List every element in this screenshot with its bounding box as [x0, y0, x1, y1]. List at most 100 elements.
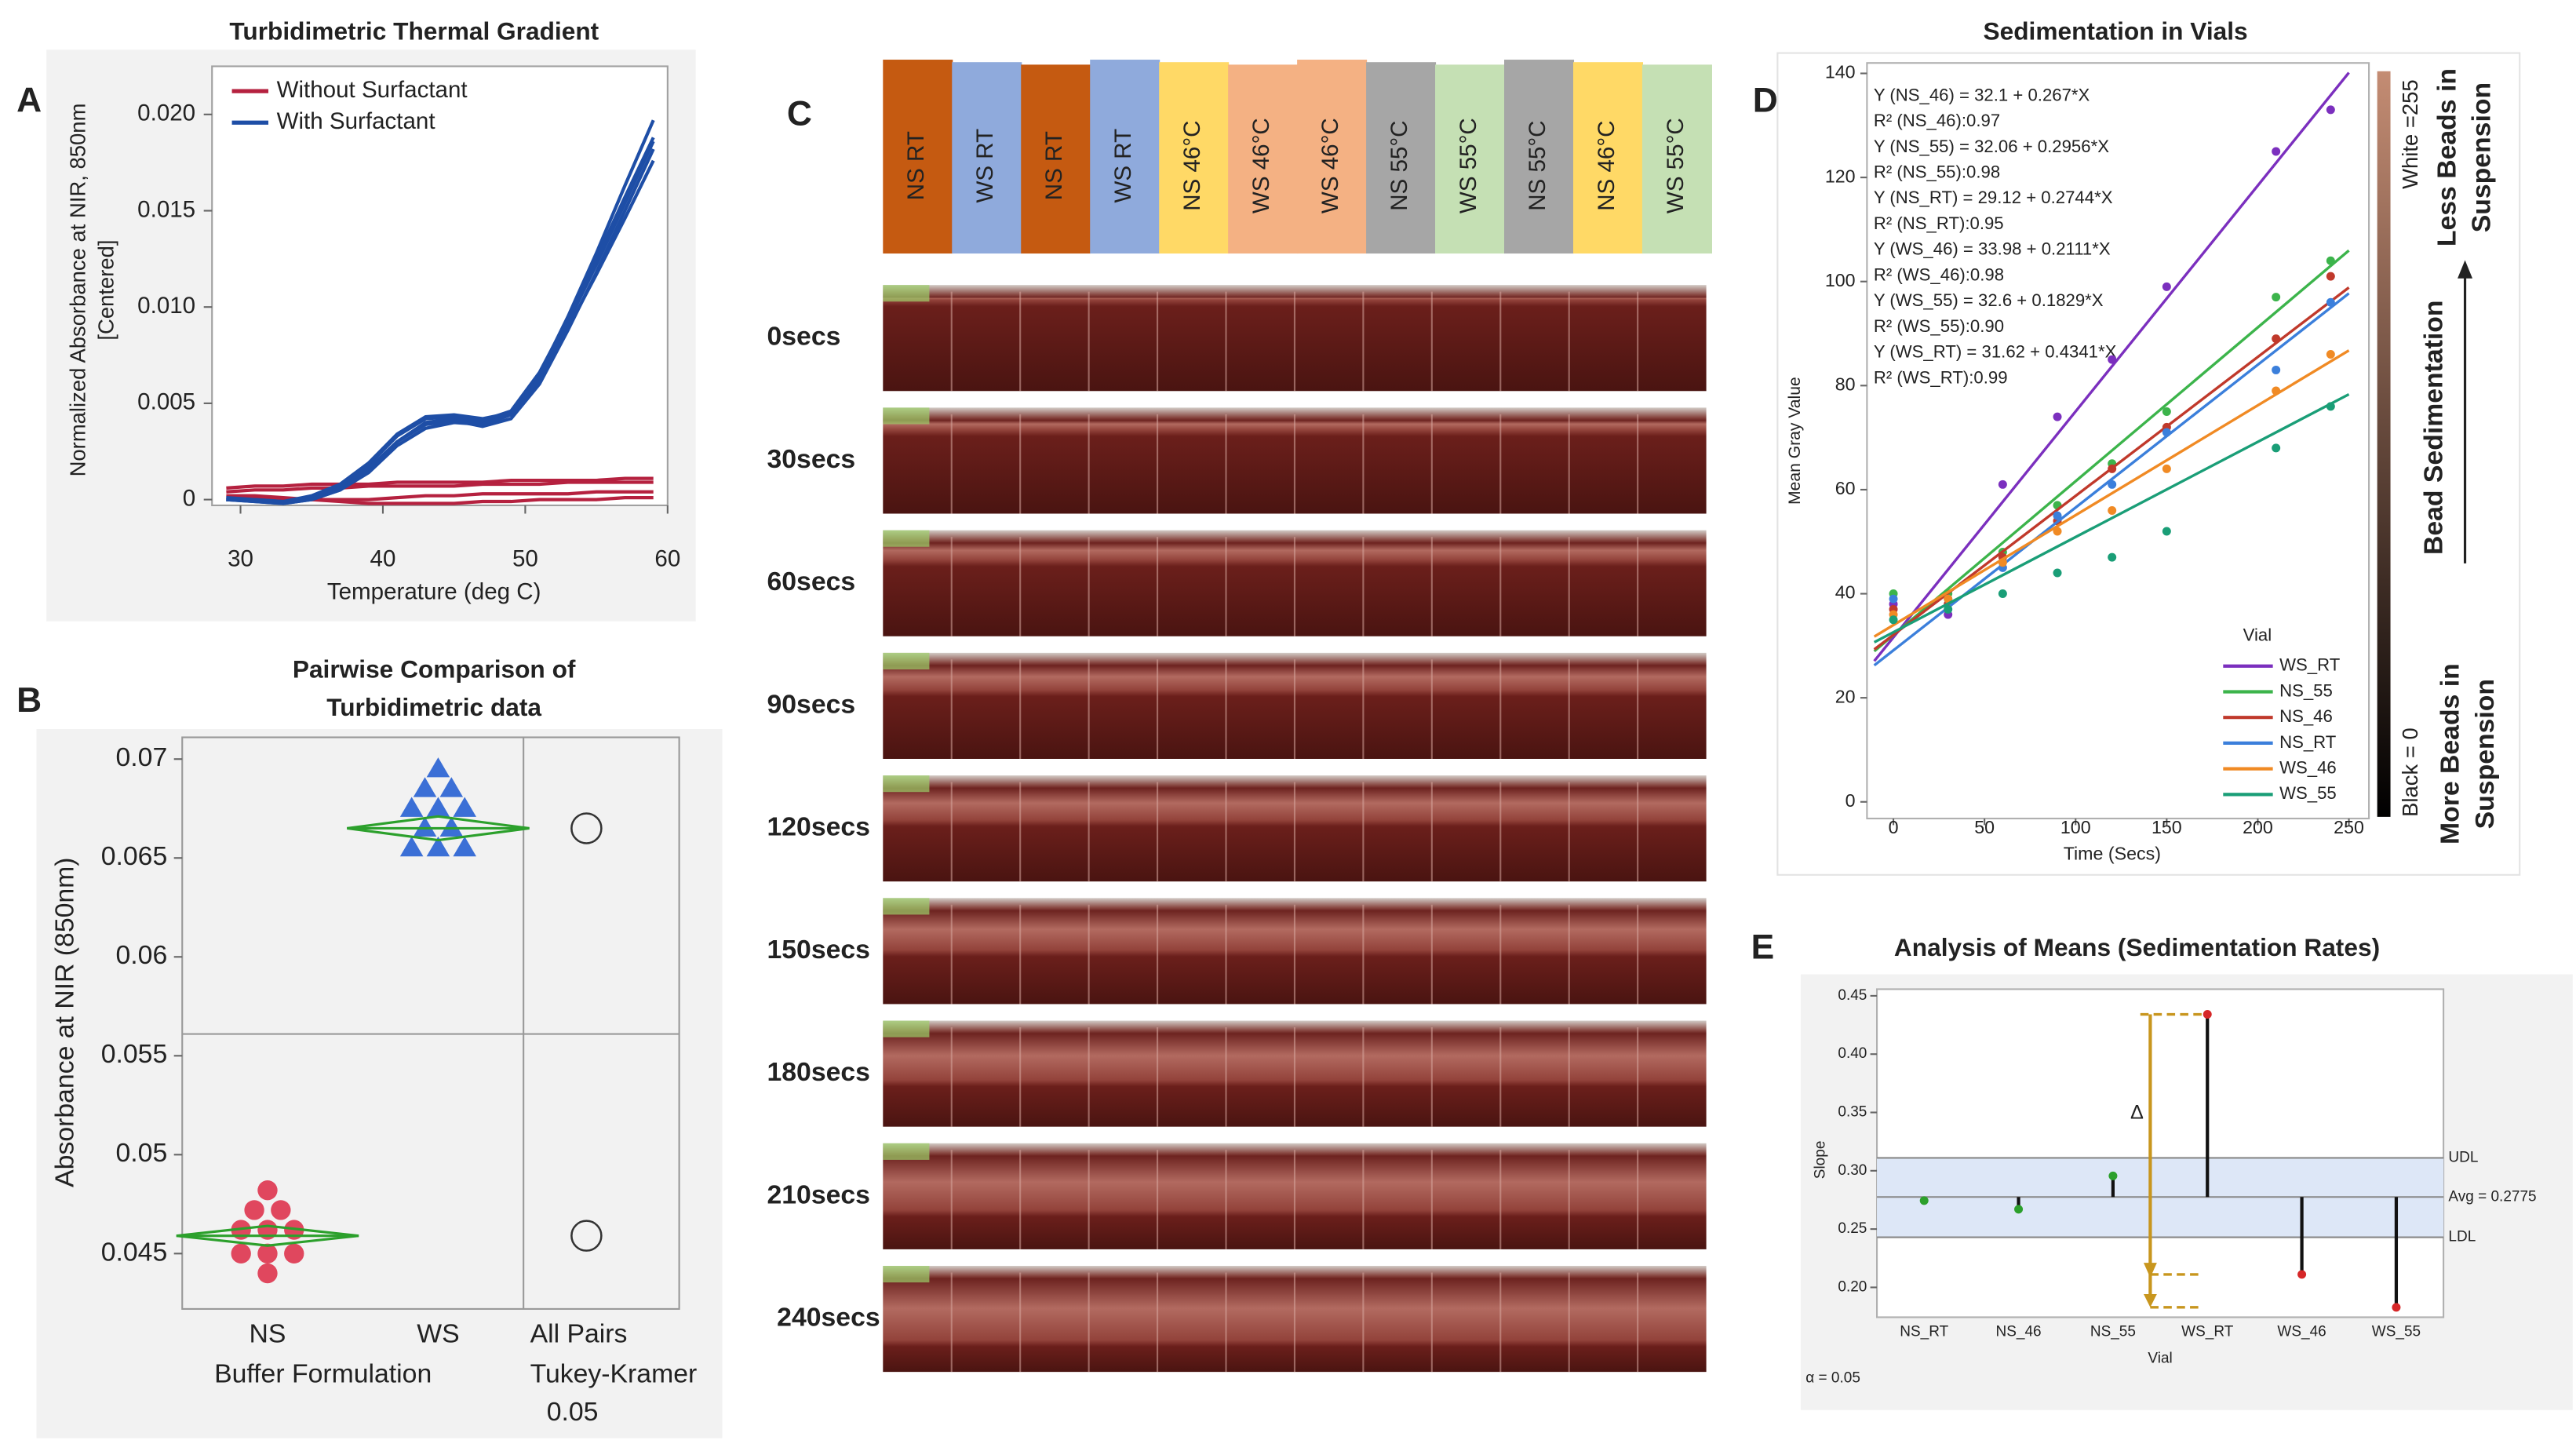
x-axis-label: Temperature (deg C) — [327, 579, 541, 605]
point — [1998, 558, 2007, 567]
point — [2108, 480, 2117, 489]
y-axis-label: Normalized Absorbance at NIR, 850nm — [66, 104, 90, 477]
point — [2326, 350, 2335, 359]
column-label: WS 46°C — [1248, 118, 1274, 213]
row-label: 90secs — [767, 689, 856, 719]
point — [2108, 1171, 2118, 1180]
point — [284, 1243, 304, 1264]
side-label: Suspension — [2467, 82, 2497, 232]
legend-label: With Surfactant — [277, 108, 435, 134]
legend-label: WS_RT — [2279, 655, 2341, 675]
point — [2053, 568, 2062, 578]
y-tick-label: 80 — [1835, 374, 1856, 394]
x-axis-label: Buffer Formulation — [214, 1358, 432, 1388]
arrow-head — [2143, 1293, 2157, 1307]
point — [231, 1243, 251, 1264]
colorbar — [2377, 71, 2391, 817]
point — [439, 816, 464, 837]
panel-background — [36, 728, 723, 1439]
colorbar-label: Black = 0 — [2398, 727, 2422, 817]
fit-line — [1873, 392, 2350, 644]
compare-label: Tukey-Kramer — [530, 1358, 698, 1388]
legend-title: Vial — [2243, 625, 2272, 645]
column-header — [1090, 60, 1160, 254]
x-tick-label: NS_RT — [1900, 1323, 1948, 1340]
point — [453, 836, 476, 857]
column-header — [1641, 64, 1712, 254]
point — [1919, 1196, 1929, 1205]
fit-equation: R² (NS_RT):0.95 — [1874, 213, 2004, 233]
column-header — [883, 60, 953, 254]
x-tick-label: 50 — [1974, 817, 1995, 837]
y-axis-label: [Centered] — [93, 239, 118, 340]
x-tick-label: 200 — [2243, 817, 2273, 837]
meniscus — [883, 285, 930, 302]
legend-label: WS_46 — [2279, 758, 2337, 778]
column-label: NS 46°C — [1179, 121, 1205, 211]
point — [399, 836, 424, 857]
legend-label: NS_RT — [2279, 732, 2337, 752]
meniscus — [883, 1020, 930, 1037]
row-label: 30secs — [767, 444, 856, 474]
point — [2272, 147, 2281, 156]
y-tick-label: 0.40 — [1838, 1045, 1867, 1062]
limit-label: LDL — [2448, 1229, 2476, 1245]
column-label: NS 55°C — [1386, 121, 1412, 211]
colorbar-label: White =255 — [2398, 79, 2422, 189]
x-tick-label: WS — [417, 1319, 459, 1349]
chart-title: Pairwise Comparison of — [293, 655, 576, 683]
y-tick-label: 100 — [1825, 270, 1856, 290]
column-header — [1021, 64, 1091, 254]
fit-equation: R² (WS_RT):0.99 — [1874, 367, 2008, 387]
y-tick-label: 0.020 — [137, 100, 195, 126]
point — [2162, 527, 2171, 536]
point — [2014, 1205, 2024, 1214]
panel-letter: E — [1751, 928, 1775, 966]
point — [2272, 365, 2281, 374]
x-tick-label: 250 — [2334, 817, 2364, 837]
point — [2326, 297, 2335, 307]
column-label: NS RT — [1041, 131, 1067, 200]
curve — [226, 140, 655, 505]
fit-equation: Y (WS_RT) = 31.62 + 0.4341*X — [1874, 342, 2117, 362]
y-tick-label: 0.015 — [137, 196, 195, 222]
meniscus — [883, 652, 930, 669]
comparison-circle — [570, 812, 603, 844]
fit-equation: R² (WS_55):0.90 — [1874, 316, 2004, 336]
fit-line — [1873, 349, 2350, 638]
column-header — [1504, 60, 1575, 254]
meniscus — [883, 1266, 930, 1283]
point — [257, 1180, 278, 1201]
point — [2326, 105, 2335, 115]
panel-letter: B — [16, 681, 42, 720]
fit-equation: Y (NS_46) = 32.1 + 0.267*X — [1874, 85, 2090, 104]
point — [1889, 615, 1898, 625]
y-tick-label: 140 — [1825, 62, 1856, 82]
alpha-label: α = 0.05 — [1805, 1370, 1860, 1387]
point — [2392, 1303, 2401, 1312]
point — [2053, 412, 2062, 421]
fit-equation: Y (NS_55) = 32.06 + 0.2956*X — [1874, 137, 2109, 156]
x-tick-label: 0 — [1889, 817, 1899, 837]
point — [426, 797, 450, 817]
column-label: WS RT — [1110, 129, 1136, 203]
row-label: 150secs — [767, 935, 870, 964]
legend-label: WS_55 — [2279, 783, 2337, 803]
plot-frame — [181, 736, 680, 1310]
point — [257, 1243, 278, 1264]
point — [2162, 428, 2171, 437]
fit-line — [1873, 249, 2350, 653]
meniscus — [883, 775, 930, 793]
y-tick-label: 0.065 — [101, 841, 167, 871]
y-tick-label: 0 — [1845, 790, 1856, 811]
point — [2326, 256, 2335, 265]
x-tick-label: 60 — [654, 545, 680, 571]
point — [2272, 293, 2281, 302]
y-tick-label: 0.25 — [1838, 1220, 1867, 1237]
plot-area — [1866, 62, 2370, 820]
fit-equation: Y (WS_46) = 33.98 + 0.2111*X — [1874, 239, 2111, 259]
row-label: 120secs — [767, 812, 870, 842]
meniscus — [883, 407, 930, 425]
x-axis-label: Vial — [2148, 1350, 2172, 1366]
